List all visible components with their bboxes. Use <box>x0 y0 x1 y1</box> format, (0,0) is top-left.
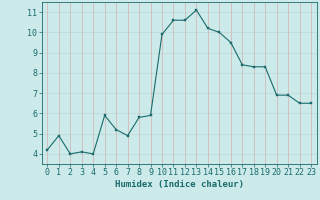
X-axis label: Humidex (Indice chaleur): Humidex (Indice chaleur) <box>115 180 244 189</box>
